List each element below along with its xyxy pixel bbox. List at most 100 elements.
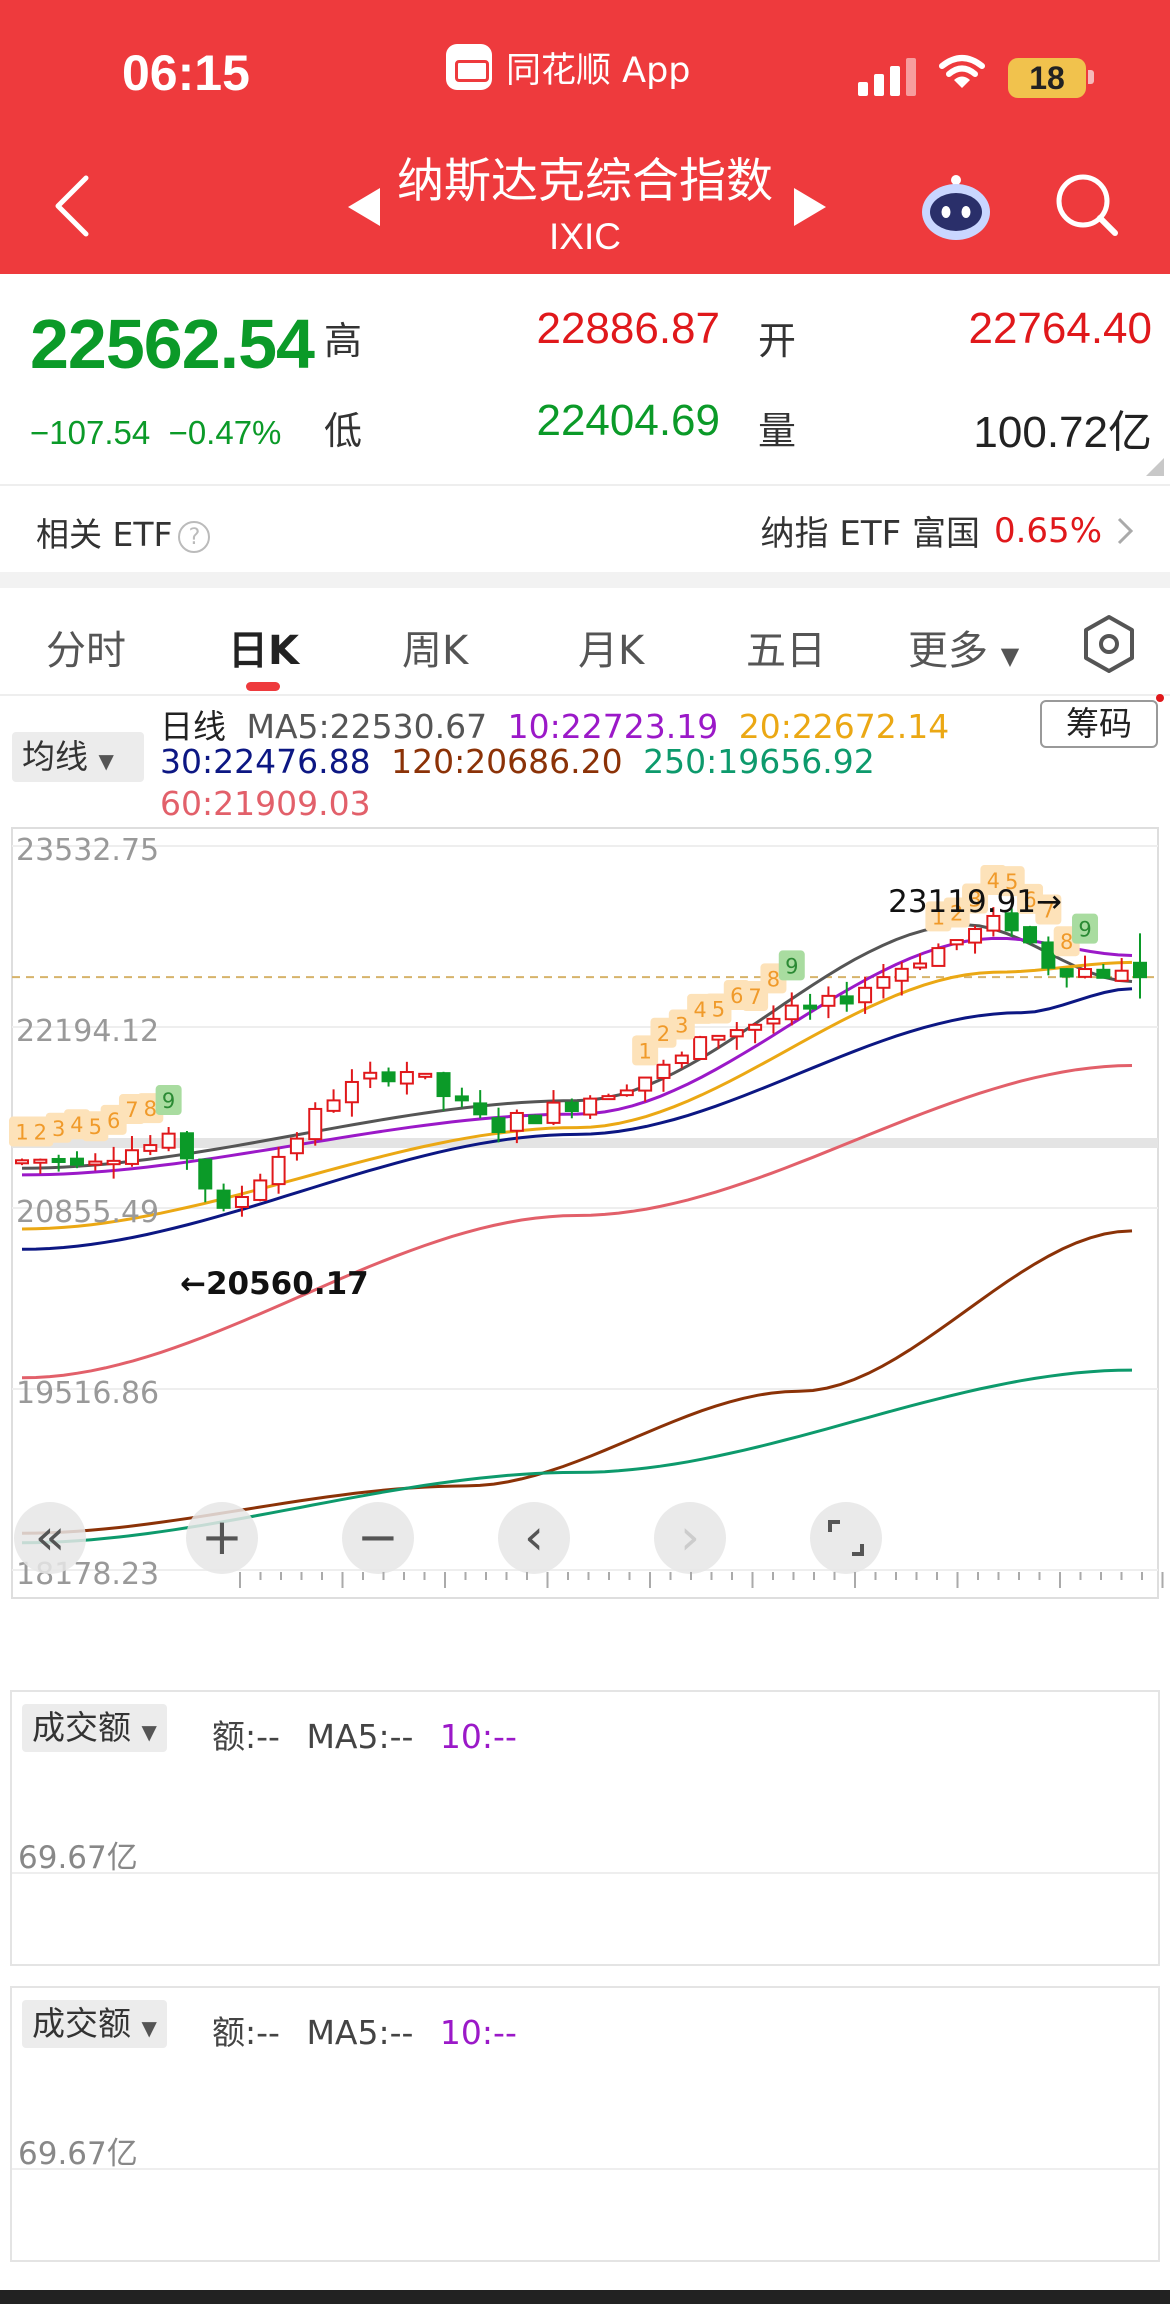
fast-back-button[interactable] [14, 1502, 86, 1574]
candle [711, 1034, 726, 1041]
chip-distribution-button[interactable]: 筹码 [1040, 700, 1158, 748]
status-time: 06:15 [122, 45, 250, 101]
candle [491, 1117, 506, 1134]
td-mark-bg [155, 1085, 182, 1116]
candle [234, 1196, 249, 1208]
grid-line [12, 2168, 1158, 2170]
scroll-band [12, 1138, 1158, 1148]
prev-button[interactable] [498, 1502, 570, 1574]
sub-chart-selector[interactable]: 成交额 ▼ [22, 2000, 167, 2048]
status-app-indicator[interactable]: 同花顺 App [446, 44, 691, 91]
tab-weekly-k[interactable]: 周K [402, 628, 469, 674]
td-mark: 7 [1042, 898, 1055, 922]
tab-monthly-k[interactable]: 月K [578, 628, 645, 674]
candle [968, 928, 983, 944]
prev-index-icon[interactable] [346, 186, 382, 228]
tab-more[interactable]: 更多 ▼ [908, 618, 1019, 676]
ma-legend-row1: 日线 MA5:22530.67 10:22723.19 20:22672.14 [160, 700, 949, 748]
ma10-legend: 10:22723.19 [507, 707, 719, 746]
chart-frame [11, 827, 1159, 1599]
candle [161, 1132, 176, 1149]
tab-more-label: 更多 [908, 628, 988, 674]
td-mark: 1 [15, 1121, 28, 1145]
candle [619, 1089, 634, 1097]
top-bar: 06:15 同花顺 App 18 纳斯达克综合指数 IXIC [0, 0, 1170, 274]
search-icon[interactable] [1052, 170, 1122, 240]
candle [69, 1157, 84, 1166]
expand-corner-icon[interactable] [1146, 458, 1164, 476]
help-icon[interactable]: ? [178, 520, 211, 553]
ma30-line [21, 987, 1133, 1251]
tab-five-day[interactable]: 五日 [746, 628, 826, 674]
zoom-in-button[interactable] [186, 1502, 258, 1574]
candle [913, 962, 928, 969]
fullscreen-button[interactable] [810, 1502, 882, 1574]
page-title: 纳斯达克综合指数 [397, 154, 773, 209]
ma10-legend: 10:-- [439, 1717, 517, 1756]
td-mark: 8 [144, 1097, 157, 1121]
candle [986, 914, 1001, 932]
candle [454, 1095, 469, 1102]
ma-selector-label: 均线 [22, 737, 88, 776]
td-mark: 3 [675, 1014, 688, 1038]
fast-back-button-label: « [35, 1508, 66, 1566]
td-mark: 6 [730, 984, 743, 1008]
candle [106, 1159, 121, 1166]
high-value: 22886.87 [536, 304, 720, 353]
chart-controls[interactable]: « + − ‹ › [14, 1502, 882, 1574]
candle [839, 995, 854, 1005]
td-mark: 8 [1060, 930, 1073, 954]
sub-legend: 额:-- MA5:-- 10:-- [212, 1710, 517, 1758]
related-etf-label[interactable]: 相关 ETF? [36, 508, 211, 556]
battery-indicator: 18 [1008, 58, 1086, 98]
candle [326, 1099, 341, 1112]
sub-chart-1[interactable]: 成交额 ▼ 额:-- MA5:-- 10:-- 69.67亿 [10, 1690, 1160, 1966]
high-annotation: 23119.91→ [888, 884, 1062, 920]
sub-selector-label: 成交额 [32, 1708, 131, 1747]
tab-intraday[interactable]: 分时 [46, 628, 126, 674]
etf-link[interactable]: 纳指 ETF 富国 0.65% [761, 506, 1134, 555]
candle [748, 1023, 763, 1031]
candle [363, 1071, 378, 1080]
candle [1041, 941, 1056, 969]
ma-selector[interactable]: 均线 ▼ [12, 732, 144, 782]
dropdown-caret-icon: ▼ [1000, 642, 1020, 670]
next-button[interactable] [654, 1502, 726, 1574]
dropdown-caret-icon: ▼ [141, 2016, 157, 2040]
sub-chart-selector[interactable]: 成交额 ▼ [22, 1704, 167, 1752]
settings-hex-icon[interactable] [1082, 614, 1136, 674]
td-mark: 4 [70, 1113, 83, 1137]
amount-legend: 额:-- [212, 2013, 280, 2052]
candle [344, 1080, 359, 1104]
candle [693, 1036, 708, 1060]
td-mark: 1 [932, 905, 945, 929]
ma-lines [21, 923, 1133, 1545]
ma30-legend: 30:22476.88 [160, 742, 371, 781]
candle [1023, 926, 1038, 944]
sub-chart-2[interactable]: 成交额 ▼ 额:-- MA5:-- 10:-- 69.67亿 [10, 1986, 1160, 2262]
candle [638, 1076, 653, 1092]
next-index-icon[interactable] [792, 186, 828, 228]
candle [88, 1160, 103, 1166]
candle [949, 939, 964, 946]
td-mark: 2 [950, 902, 963, 926]
candle [216, 1189, 231, 1209]
section-gap [0, 572, 1170, 588]
tab-daily-k[interactable]: 日K [228, 628, 299, 674]
chevron-left-icon[interactable] [50, 174, 94, 238]
volume-label: 量 [758, 409, 797, 453]
candle [51, 1157, 66, 1163]
candle [253, 1179, 268, 1201]
td-mark: 5 [712, 997, 725, 1021]
candle [1114, 969, 1129, 982]
candle [473, 1102, 488, 1116]
candle [858, 986, 873, 1004]
zoom-out-button[interactable] [342, 1502, 414, 1574]
robot-icon[interactable] [918, 166, 994, 242]
td-mark: 9 [1078, 918, 1091, 942]
candle [583, 1097, 598, 1116]
candle [179, 1132, 194, 1160]
